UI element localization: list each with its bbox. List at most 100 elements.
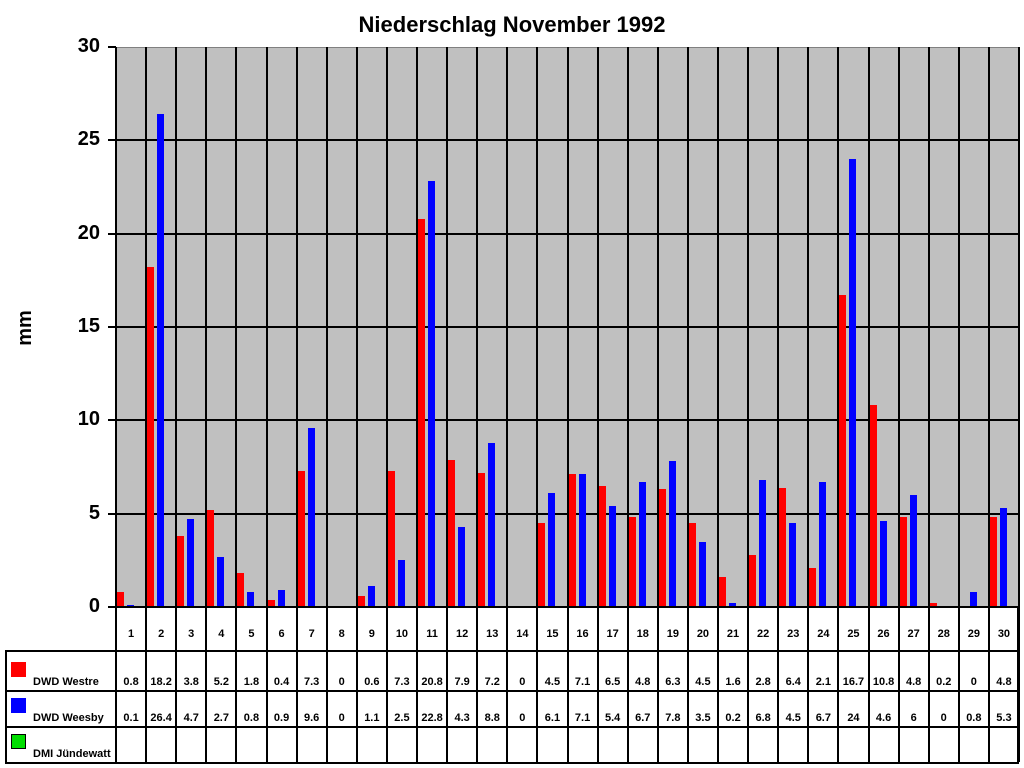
data-cell: 0.8 xyxy=(966,712,982,724)
y-tick xyxy=(108,139,116,142)
bar-dwd-westre-day-6 xyxy=(267,599,275,607)
day-header: 29 xyxy=(967,628,980,640)
bar-dwd-weesby-day-26 xyxy=(879,521,887,607)
column-divider xyxy=(295,47,298,762)
bar-dwd-weesby-day-7 xyxy=(307,427,315,607)
data-cell: 7.8 xyxy=(665,712,681,724)
y-tick xyxy=(108,232,116,235)
bar-dwd-weesby-day-25 xyxy=(849,159,857,607)
data-cell: 0.8 xyxy=(243,712,260,724)
data-cell: 0.2 xyxy=(725,712,741,724)
column-divider xyxy=(506,47,509,762)
day-header: 21 xyxy=(726,628,740,640)
bar-dwd-westre-day-15 xyxy=(538,523,546,607)
day-header: 10 xyxy=(395,628,409,640)
column-divider xyxy=(416,47,418,762)
y-tick xyxy=(108,512,116,515)
table-label-divider xyxy=(115,607,117,764)
data-cell: 4.3 xyxy=(454,712,470,724)
day-header: 24 xyxy=(817,628,830,640)
column-divider xyxy=(536,47,539,762)
bar-dwd-westre-day-17 xyxy=(598,485,606,607)
data-cell: 4.8 xyxy=(996,676,1012,688)
column-divider xyxy=(265,47,268,762)
column-divider xyxy=(897,47,900,762)
data-cell: 0 xyxy=(338,676,345,688)
day-header: 27 xyxy=(907,628,920,640)
table-left-border xyxy=(5,651,7,764)
data-cell: 9.6 xyxy=(303,712,320,724)
column-divider xyxy=(656,47,659,762)
bar-dwd-weesby-day-24 xyxy=(819,481,827,607)
column-divider xyxy=(777,47,780,762)
bar-dwd-westre-day-11 xyxy=(418,218,425,607)
data-cell: 6 xyxy=(910,712,917,724)
day-header: 1 xyxy=(127,628,135,640)
day-header: 12 xyxy=(456,628,469,640)
bar-dwd-westre-day-23 xyxy=(779,487,787,607)
bar-dwd-westre-day-20 xyxy=(688,523,696,607)
column-divider xyxy=(837,47,840,762)
bar-dwd-westre-day-10 xyxy=(387,470,395,607)
data-cell: 2.1 xyxy=(815,676,831,688)
bar-dwd-westre-day-2 xyxy=(147,267,155,607)
data-cell: 0.2 xyxy=(936,676,952,688)
bar-dwd-weesby-day-29 xyxy=(969,592,977,607)
y-tick xyxy=(108,326,116,328)
data-cell: 2.5 xyxy=(394,712,410,724)
day-header: 2 xyxy=(158,628,165,640)
bar-dwd-westre-day-30 xyxy=(989,517,997,607)
bar-dwd-westre-day-27 xyxy=(899,517,907,607)
data-cell: 7.3 xyxy=(394,676,410,688)
column-divider xyxy=(446,47,449,762)
series-label: DWD Weesby xyxy=(33,712,104,724)
bar-dwd-westre-day-5 xyxy=(237,573,245,607)
column-divider xyxy=(325,47,328,762)
day-header: 18 xyxy=(636,628,649,640)
data-cell: 2.8 xyxy=(755,676,771,688)
y-tick-label: 25 xyxy=(77,128,100,151)
day-header: 22 xyxy=(757,628,770,640)
legend-swatch-dwd-weesby xyxy=(11,698,26,713)
y-axis-label: mm xyxy=(14,310,36,346)
bar-dwd-westre-day-26 xyxy=(869,405,877,607)
bar-dwd-weesby-day-12 xyxy=(458,526,466,607)
column-divider xyxy=(626,47,629,762)
day-header: 8 xyxy=(338,628,345,640)
data-cell: 6.7 xyxy=(815,712,831,724)
bar-dwd-westre-day-9 xyxy=(357,595,365,607)
column-divider xyxy=(175,47,178,762)
data-cell: 5.4 xyxy=(604,712,621,724)
data-cell: 7.1 xyxy=(574,676,591,688)
column-divider xyxy=(355,47,358,762)
column-divider xyxy=(235,47,238,762)
bar-dwd-weesby-day-30 xyxy=(999,508,1007,607)
column-divider xyxy=(205,47,208,762)
table-row-line xyxy=(5,690,1019,692)
x-axis-line xyxy=(116,606,1019,608)
column-divider xyxy=(145,47,148,762)
y-tick-label: 20 xyxy=(77,221,100,244)
data-cell: 8.8 xyxy=(484,712,500,724)
data-cell: 6.5 xyxy=(604,676,621,688)
column-divider xyxy=(385,47,388,762)
bar-dwd-westre-day-3 xyxy=(177,536,185,607)
data-cell: 0 xyxy=(338,712,345,724)
y-tick-label: 0 xyxy=(88,595,100,617)
bar-dwd-westre-day-1 xyxy=(117,592,124,607)
day-header: 19 xyxy=(666,628,679,640)
bar-dwd-weesby-day-19 xyxy=(668,461,676,607)
day-header: 15 xyxy=(546,628,559,640)
bar-dwd-westre-day-13 xyxy=(478,472,486,607)
column-divider xyxy=(686,47,689,762)
data-cell: 4.5 xyxy=(695,676,711,688)
data-cell: 1.6 xyxy=(725,676,741,688)
data-cell: 3.8 xyxy=(183,676,199,688)
chart-title: Niederschlag November 1992 xyxy=(358,12,666,37)
data-cell: 7.3 xyxy=(303,676,320,688)
day-header: 7 xyxy=(308,628,315,640)
data-cell: 7.9 xyxy=(454,676,470,688)
bar-dwd-westre-day-4 xyxy=(207,509,215,607)
bar-dwd-weesby-day-17 xyxy=(608,506,616,607)
day-header: 23 xyxy=(787,628,800,640)
